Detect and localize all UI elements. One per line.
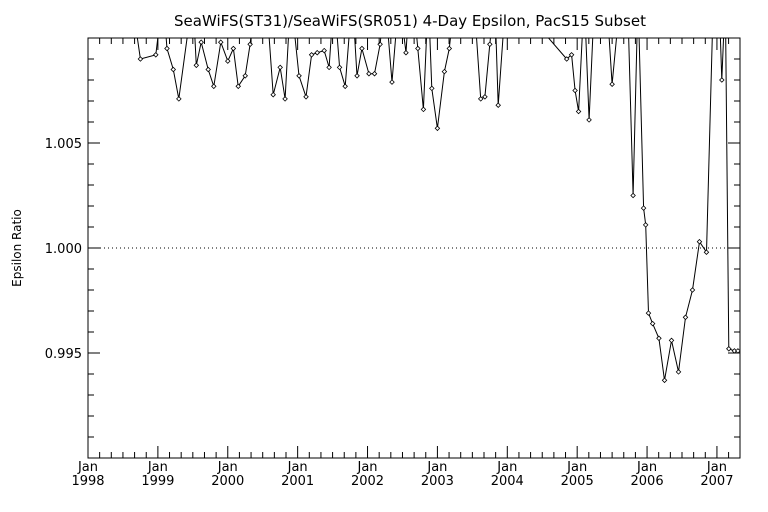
chart-title: SeaWiFS(ST31)/SeaWiFS(SR051) 4-Day Epsil… (174, 12, 646, 30)
data-point (645, 310, 652, 316)
data-point (137, 56, 144, 62)
x-tick-label-month: Jan (566, 460, 587, 475)
data-point (482, 94, 488, 100)
y-tick-label: 1.005 (45, 137, 82, 152)
data-point (354, 73, 360, 79)
data-point (176, 96, 182, 102)
data-point (336, 64, 343, 71)
x-tick-label-year: 2001 (281, 474, 314, 489)
data-point (703, 249, 710, 255)
data-point (321, 47, 327, 54)
x-tick-label-month: Jan (496, 460, 517, 475)
data-point (726, 346, 732, 352)
data-point (270, 91, 276, 98)
x-tick-label-year: 2006 (631, 474, 664, 489)
x-tick-label-month: Jan (357, 460, 378, 475)
x-axis-tick-labels: Jan1998Jan1999Jan2000Jan2001Jan2002Jan20… (71, 460, 733, 489)
data-point (164, 45, 170, 52)
data-point (371, 70, 378, 77)
x-tick-label-year: 1998 (71, 474, 104, 489)
data-point (668, 337, 675, 344)
data-point (446, 45, 453, 52)
data-point (719, 77, 725, 83)
x-tick-label-month: Jan (217, 460, 238, 475)
data-point (630, 192, 636, 199)
data-point (656, 335, 662, 342)
y-tick-label: 0.995 (45, 347, 82, 362)
data-point (640, 205, 647, 211)
x-tick-label-year: 2002 (351, 474, 384, 489)
x-tick-label-month: Jan (77, 460, 98, 475)
x-tick-label-year: 2000 (211, 474, 244, 489)
data-point (403, 49, 409, 56)
data-point (242, 73, 249, 79)
data-point (314, 49, 320, 56)
data-point (609, 81, 615, 87)
series-line (136, 38, 738, 381)
data-point (495, 102, 501, 108)
data-point (247, 41, 253, 48)
data-point (586, 117, 592, 123)
data-point (735, 348, 740, 354)
data-point (277, 64, 283, 71)
y-axis-ticks (88, 37, 740, 459)
data-point (682, 314, 689, 321)
data-point (689, 287, 696, 293)
y-axis-label: Epsilon Ratio (10, 209, 24, 287)
data-point (661, 377, 668, 384)
x-tick-label-year: 1999 (141, 474, 174, 489)
data-point (675, 369, 682, 375)
plot-frame (87, 37, 741, 459)
data-point (308, 52, 315, 58)
y-axis-tick-labels: 0.995 1.000 1.005 (45, 137, 82, 362)
data-point (205, 66, 211, 73)
x-tick-label-month: Jan (706, 460, 727, 475)
data-point (366, 70, 372, 77)
data-point (218, 39, 224, 45)
data-point (282, 96, 288, 102)
data-point (434, 125, 441, 132)
data-point (649, 320, 656, 327)
x-tick-label-month: Jan (147, 460, 168, 475)
y-tick-label: 1.000 (45, 242, 82, 257)
data-point (575, 108, 582, 115)
data-point (487, 41, 493, 48)
data-point (389, 79, 395, 85)
data-point (326, 64, 332, 71)
data-point (153, 52, 159, 58)
data-point (170, 66, 177, 73)
x-tick-label-year: 2007 (700, 474, 733, 489)
data-point (193, 62, 200, 69)
x-axis-ticks (87, 38, 730, 458)
data-point (211, 83, 217, 90)
data-point (377, 41, 383, 48)
data-point (429, 85, 435, 92)
data-point (303, 94, 309, 100)
data-point (568, 52, 575, 58)
x-tick-label-year: 2003 (421, 474, 454, 489)
data-point (572, 87, 578, 94)
data-point (696, 238, 703, 245)
data-point (415, 45, 421, 52)
x-tick-label-month: Jan (426, 460, 447, 475)
x-tick-label-year: 2004 (491, 474, 524, 489)
data-point (420, 106, 427, 113)
data-point (224, 58, 231, 64)
x-tick-label-month: Jan (636, 460, 657, 475)
data-markers (137, 39, 740, 384)
data-point (342, 83, 348, 90)
data-point (198, 39, 204, 45)
data-point (235, 83, 242, 90)
data-point (441, 68, 448, 75)
data-point (359, 45, 365, 52)
data-point (477, 96, 484, 102)
data-point (230, 45, 237, 52)
data-point (296, 73, 302, 79)
x-tick-label-year: 2005 (561, 474, 594, 489)
data-point (563, 56, 570, 62)
x-tick-label-month: Jan (287, 460, 308, 475)
data-point (642, 222, 649, 228)
